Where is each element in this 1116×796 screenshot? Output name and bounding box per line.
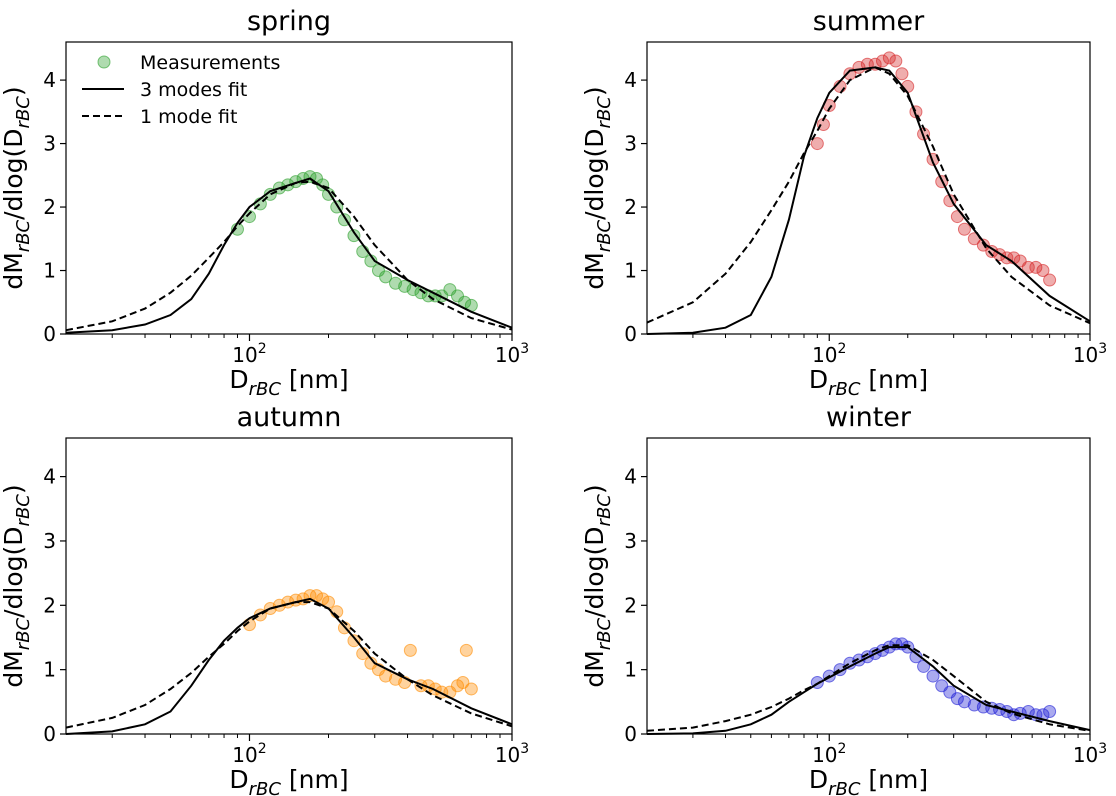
y-tick-label: 4 [624, 465, 637, 489]
x-tick-label: 102 [812, 341, 846, 367]
data-point [398, 279, 412, 293]
plot-frame [646, 437, 1091, 735]
y-tick-label: 1 [43, 658, 56, 682]
y-tick-label: 4 [43, 68, 56, 92]
panel-title: autumn [237, 402, 342, 433]
one-mode-fit-line [646, 66, 1091, 325]
data-point [1036, 264, 1050, 278]
legend-label: 3 modes fit [140, 79, 247, 101]
one-mode-fit-line [646, 644, 1091, 732]
data-point [957, 695, 971, 709]
y-axis-label: dMrBC​/dlog(DrBC​) [0, 484, 34, 687]
x-axis-label: DrBC​ [nm] [229, 365, 348, 400]
x-tick-label: 103 [495, 741, 529, 767]
x-tick-label: 103 [495, 341, 529, 367]
data-point [464, 682, 478, 696]
data-point [882, 51, 896, 65]
plot-frame [65, 437, 513, 735]
y-axis-label: dMrBC​/dlog(DrBC​) [0, 86, 34, 289]
x-tick-label: 102 [232, 741, 266, 767]
y-tick-label: 4 [624, 68, 637, 92]
three-modes-fit-line [65, 177, 513, 334]
data-point [1021, 260, 1035, 274]
data-point [926, 669, 940, 683]
legend: Measurements 3 modes fit 1 mode fit [82, 52, 280, 128]
x-axis-label: DrBC​ [nm] [809, 365, 928, 400]
y-tick-label: 3 [624, 132, 637, 156]
three-modes-fit-line [65, 597, 513, 735]
data-point [957, 222, 971, 236]
y-tick-label: 2 [624, 593, 637, 617]
legend-label: 1 mode fit [140, 106, 237, 128]
plot-frame [646, 41, 1091, 335]
legend-marker-measurements [97, 55, 111, 69]
y-tick-label: 1 [624, 658, 637, 682]
y-tick-label: 2 [43, 593, 56, 617]
data-point [895, 67, 909, 81]
x-tick-label: 103 [1073, 341, 1107, 367]
plot-frame [65, 41, 513, 335]
y-axis-label: dMrBC​/dlog(DrBC​) [580, 484, 615, 687]
three-modes-fit-line [646, 66, 1091, 335]
panel-winter: winter 0 1 2 3 4 102 103 DrBC​ [nm] dMrBC​/dlog(D… [580, 402, 1107, 796]
panel-spring: spring 0 1 2 3 4 102 103 DrBC​ [nm] dMrBC​/dlog(D… [0, 6, 529, 400]
data-point [379, 669, 393, 683]
data-point [1043, 273, 1057, 287]
data-point [810, 137, 824, 151]
x-tick-label: 103 [1073, 741, 1107, 767]
three-modes-fit-line [646, 646, 1091, 735]
one-mode-fit-line [65, 601, 513, 729]
data-point [889, 54, 903, 68]
panel-title: summer [813, 6, 925, 37]
panel-autumn: autumn 0 1 2 3 4 102 103 DrBC​ [nm] dMrBC​/dlog(D… [0, 402, 529, 796]
y-axis-label: dMrBC​/dlog(DrBC​) [580, 86, 615, 289]
x-axis-label: DrBC​ [nm] [809, 765, 928, 796]
y-tick-label: 4 [43, 465, 56, 489]
y-tick-label: 0 [43, 322, 56, 346]
y-tick-label: 0 [624, 722, 637, 746]
panel-title: spring [247, 6, 331, 37]
y-tick-label: 3 [43, 529, 56, 553]
panel-title: winter [826, 402, 912, 433]
x-tick-label: 102 [812, 741, 846, 767]
data-point [875, 54, 889, 68]
y-tick-label: 1 [624, 259, 637, 283]
x-axis-label: DrBC​ [nm] [229, 765, 348, 796]
data-point [379, 270, 393, 284]
one-mode-fit-line [65, 180, 513, 332]
data-point [403, 643, 417, 657]
y-tick-label: 0 [43, 722, 56, 746]
legend-label: Measurements [140, 52, 280, 74]
data-point [347, 229, 361, 243]
y-tick-label: 0 [624, 322, 637, 346]
data-point [347, 634, 361, 648]
x-tick-label: 102 [232, 341, 266, 367]
data-point [1029, 260, 1043, 274]
panel-summer: summer 0 1 2 3 4 102 103 DrBC​ [nm] dMrBC​/dlog(D… [580, 6, 1107, 400]
y-tick-label: 2 [624, 195, 637, 219]
y-tick-label: 3 [624, 529, 637, 553]
data-point [1043, 704, 1057, 718]
y-tick-label: 3 [43, 132, 56, 156]
y-tick-label: 1 [43, 259, 56, 283]
data-point [950, 692, 964, 706]
data-point [459, 643, 473, 657]
y-tick-label: 2 [43, 195, 56, 219]
